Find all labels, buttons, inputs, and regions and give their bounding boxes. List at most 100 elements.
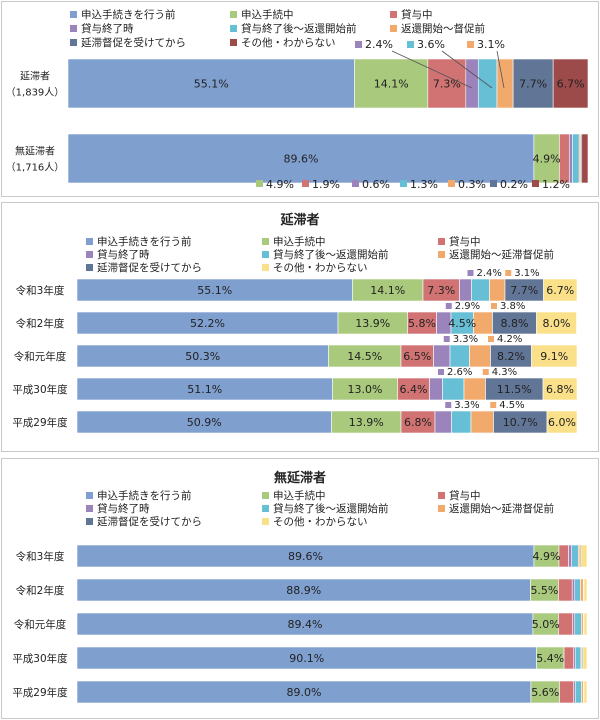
callout-leader	[496, 50, 505, 89]
overview-legend-label: 返還開始～督促前	[401, 22, 485, 35]
category-label: 延滞者	[20, 71, 50, 83]
callout-swatch	[488, 336, 494, 342]
callout-swatch	[490, 180, 497, 187]
data-label: 51.1%	[187, 383, 222, 396]
delinquent-legend-label: 延滞督促を受けてから	[97, 261, 202, 274]
callout-swatch	[256, 180, 263, 187]
overview-legend-label: その他・わからない	[241, 36, 336, 49]
non-delinquent-legend-label: 貸与中	[449, 489, 481, 502]
data-label: 88.9%	[286, 584, 321, 597]
bar-segment	[433, 344, 451, 368]
non-delinquent-chart-panel: 無延滞者 申込手続きを行う前 申込手続中 貸与中 貸与終了時 貸与終了後～返還開始前 返還…	[1, 458, 599, 719]
bar-segment	[574, 578, 581, 602]
category-label: 平成30年度	[12, 383, 68, 396]
overview-legend-label: 貸与終了時	[81, 22, 134, 35]
data-label: 4.5%	[448, 317, 476, 330]
callout-swatch	[302, 180, 309, 187]
bar-segment	[543, 278, 578, 302]
non-delinquent-legend-swatch	[438, 505, 445, 512]
bar-segment	[571, 578, 576, 602]
callout-label: 2.4%	[477, 268, 502, 279]
data-label: 50.3%	[185, 350, 220, 363]
delinquent-legend-swatch	[86, 264, 93, 271]
delinquent-legend-swatch	[262, 238, 269, 245]
bar-segment	[473, 311, 493, 335]
data-label: 8.0%	[543, 317, 571, 330]
callout-swatch	[438, 369, 444, 375]
non-delinquent-legend-label: 申込手続きを行う前	[97, 489, 192, 502]
data-label: 10.7%	[503, 416, 538, 429]
bar-segment	[531, 344, 578, 368]
data-label: 90.1%	[289, 652, 324, 665]
data-label: 89.6%	[283, 153, 318, 166]
data-label: 55.1%	[194, 78, 229, 91]
delinquent-legend-swatch	[438, 238, 445, 245]
delinquent-legend-label: 返還開始～延滞督促前	[449, 248, 554, 261]
bar-segment	[469, 344, 491, 368]
non-delinquent-legend-swatch	[86, 518, 93, 525]
overview-legend-swatch	[70, 25, 77, 32]
bar-segment	[354, 58, 429, 109]
data-label: 6.0%	[548, 416, 576, 429]
non-delinquent-legend-label: 延滞督促を受けてから	[97, 515, 202, 528]
bar-segment	[574, 680, 582, 704]
callout-label: 3.6%	[417, 38, 445, 51]
category-label: 平成30年度	[12, 652, 68, 665]
data-label: 14.5%	[347, 350, 382, 363]
bar-segment	[67, 133, 535, 184]
overview-legend-swatch	[230, 11, 237, 18]
overview-legend-swatch	[70, 39, 77, 46]
data-label: 14.1%	[370, 284, 405, 297]
data-label: 6.8%	[404, 416, 432, 429]
overview-legend-label: 申込手続中	[241, 8, 294, 21]
non-delinquent-legend-swatch	[262, 518, 269, 525]
category-label: 平成29年度	[12, 416, 68, 429]
category-label: 令和元年度	[14, 618, 67, 631]
data-label: 7.7%	[510, 284, 538, 297]
data-label: 6.7%	[557, 78, 585, 91]
callout-label: 3.3%	[453, 334, 478, 345]
non-delinquent-legend-label: 貸与終了時	[97, 502, 150, 515]
overview-legend-label: 延滞督促を受けてから	[81, 36, 186, 49]
non-delinquent-chart-title: 無延滞者	[273, 471, 326, 486]
bar-segment	[546, 410, 578, 434]
bar-segment	[463, 377, 486, 401]
callout-swatch	[490, 402, 497, 408]
data-label: 4.9%	[533, 153, 561, 166]
callout-label: 3.1%	[514, 268, 539, 279]
callout-label: 1.9%	[312, 178, 340, 191]
overview-legend-swatch	[230, 39, 237, 46]
overview-legend-swatch	[390, 25, 397, 32]
callout-swatch	[532, 180, 539, 187]
callout-swatch	[400, 180, 407, 187]
callout-label: 3.1%	[477, 38, 505, 51]
bar-segment	[572, 133, 580, 184]
bar-segment	[568, 133, 573, 184]
bar-segment	[583, 680, 588, 704]
delinquent-legend-swatch	[86, 251, 93, 258]
bar-segment	[477, 58, 498, 109]
data-label: 7.3%	[427, 284, 455, 297]
callout-label: 4.2%	[497, 334, 522, 345]
delinquent-legend-label: 申込手続きを行う前	[97, 235, 192, 248]
bar-segment	[512, 58, 554, 109]
non-delinquent-legend-label: 申込手続中	[273, 489, 326, 502]
callout-label: 2.9%	[455, 301, 480, 312]
bar-segment	[459, 278, 472, 302]
data-label: 6.5%	[403, 350, 431, 363]
data-label: 6.8%	[546, 383, 574, 396]
data-label: 7.7%	[519, 78, 547, 91]
data-label: 5.6%	[531, 686, 559, 699]
bar-segment	[559, 133, 570, 184]
category-label: 平成29年度	[12, 686, 68, 699]
bar-segment	[558, 612, 574, 636]
delinquent-legend-swatch	[262, 251, 269, 258]
callout-swatch	[467, 270, 474, 276]
overview-legend-label: 貸与終了後～返還開始前	[241, 22, 357, 35]
overview-legend-swatch	[230, 25, 237, 32]
non-delinquent-legend-label: その他・わからない	[273, 515, 368, 528]
category-label: 令和元年度	[14, 350, 67, 363]
overview-chart-panel: 申込手続きを行う前 申込手続中 貸与中 貸与終了時 貸与終了後～返還開始前 返還開始～督促…	[1, 1, 599, 197]
